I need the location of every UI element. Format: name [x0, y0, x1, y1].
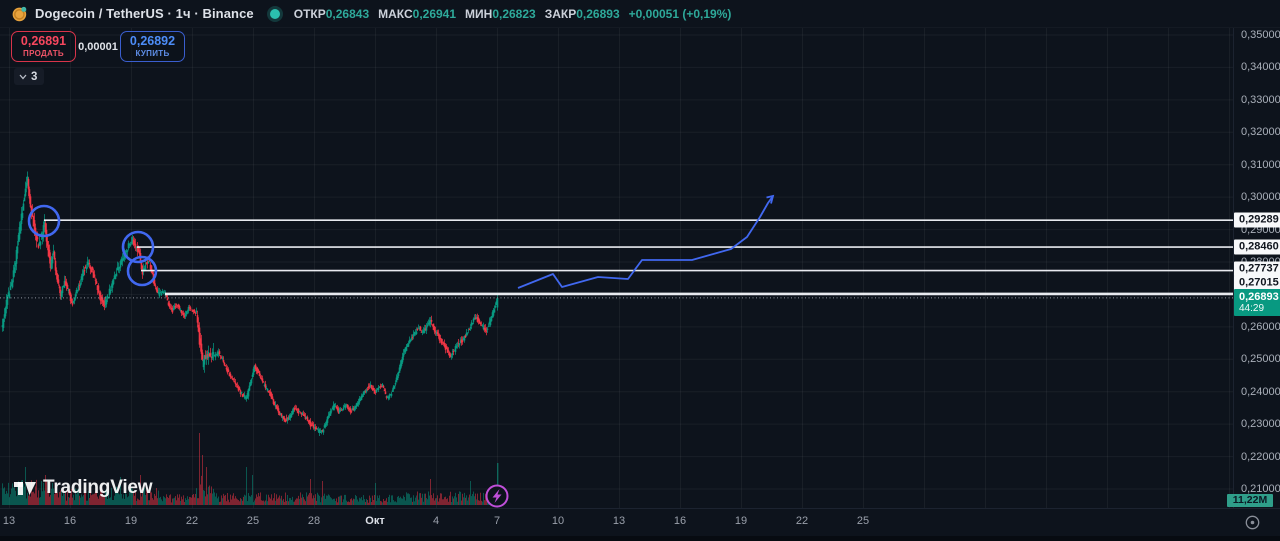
sell-price: 0,26891: [20, 34, 67, 49]
high-label: МАКС: [378, 6, 413, 21]
dogecoin-logo-icon: [12, 6, 27, 21]
time-tick-label: 10: [551, 515, 565, 527]
arrow-head-icon: [766, 194, 775, 204]
change-value: +0,00051 (+0,19%): [628, 6, 732, 21]
time-tick-label: 22: [795, 515, 809, 527]
time-tick-label: 19: [734, 515, 748, 527]
time-tick-label: 16: [63, 515, 77, 527]
buy-button[interactable]: 0,26892 КУПИТЬ: [120, 31, 185, 62]
low-label: МИН: [465, 6, 493, 21]
level-price-label: 0,27737: [1234, 261, 1280, 277]
low-value: 0,26823: [492, 6, 536, 21]
projection-arrow-line[interactable]: [517, 195, 774, 289]
price-axis[interactable]: 0,26893 44:29 0,35000 0,34000 0,33000 0,320…: [1233, 28, 1280, 508]
scale-settings-icon[interactable]: [1244, 514, 1261, 531]
volume-value-badge: 11,22M: [1227, 494, 1273, 507]
drawing-circle[interactable]: [126, 255, 158, 287]
indicator-count: 3: [31, 70, 38, 83]
time-tick-label: 25: [856, 515, 870, 527]
level-price-label: 0,27015: [1234, 275, 1280, 291]
time-tick-label: 7: [493, 515, 501, 527]
price-tick-label: 0,22000: [1241, 450, 1280, 463]
trade-panel: 0,26891 ПРОДАТЬ 0,00001 0,26892 КУПИТЬ: [11, 31, 185, 62]
level-price-label: 0,29289: [1234, 212, 1280, 228]
price-tick-label: 0,25000: [1241, 353, 1280, 366]
time-axis[interactable]: 13 16 19 22 25 28 Окт 4 7 10 13 16 19 22 25: [0, 508, 1280, 537]
ohlc-row: ОТКР0,26843 МАКС0,26941 МИН0,26823 ЗАКР0…: [294, 7, 732, 21]
time-tick-label: 19: [124, 515, 138, 527]
buy-price: 0,26892: [129, 34, 176, 49]
chart-canvas[interactable]: [0, 28, 1233, 508]
market-status-icon: [269, 8, 280, 19]
price-tick-label: 0,35000: [1241, 29, 1280, 41]
open-value: 0,26843: [325, 6, 370, 21]
drawing-circle[interactable]: [27, 204, 61, 238]
buy-label: КУПИТЬ: [135, 48, 170, 58]
chevron-down-icon: [19, 74, 27, 79]
sell-label: ПРОДАТЬ: [23, 48, 64, 58]
time-tick-label: 13: [612, 515, 626, 527]
level-price-label: 0,28460: [1234, 239, 1280, 255]
current-price-badge: 0,26893 44:29: [1234, 289, 1280, 316]
time-tick-label: 22: [185, 515, 199, 527]
indicator-count-chip[interactable]: 3: [14, 68, 45, 85]
symbol-title[interactable]: Dogecoin / TetherUS · 1ч · Binance: [35, 6, 254, 21]
spread-value: 0,00001: [78, 40, 118, 53]
bar-countdown: 44:29: [1239, 303, 1265, 314]
window-bottom-edge: [0, 536, 1280, 541]
price-tick-label: 0,24000: [1241, 385, 1280, 398]
chart-header: Dogecoin / TetherUS · 1ч · Binance ОТКР0…: [0, 0, 1280, 28]
price-tick-label: 0,30000: [1241, 191, 1280, 204]
time-tick-label: 16: [673, 515, 687, 527]
time-tick-label: 25: [246, 515, 260, 527]
drawing-circle[interactable]: [121, 230, 155, 264]
price-tick-label: 0,32000: [1241, 126, 1280, 139]
time-tick-label: Окт: [365, 515, 385, 527]
price-tick-label: 0,34000: [1241, 61, 1280, 74]
price-tick-label: 0,26000: [1241, 320, 1280, 333]
price-tick-label: 0,23000: [1241, 418, 1280, 431]
price-tick-label: 0,31000: [1241, 158, 1280, 171]
close-label: ЗАКР: [544, 6, 577, 21]
time-tick-label: 13: [2, 515, 16, 527]
close-value: 0,26893: [576, 6, 620, 21]
open-label: ОТКР: [293, 6, 326, 21]
price-tick-label: 0,21000: [1241, 483, 1280, 495]
high-value: 0,26941: [412, 6, 457, 21]
lightning-bolt-glyph: [492, 489, 502, 503]
time-tick-label: 28: [307, 515, 321, 527]
time-tick-label: 4: [432, 515, 440, 527]
sell-button[interactable]: 0,26891 ПРОДАТЬ: [11, 31, 76, 62]
price-tick-label: 0,33000: [1241, 93, 1280, 106]
